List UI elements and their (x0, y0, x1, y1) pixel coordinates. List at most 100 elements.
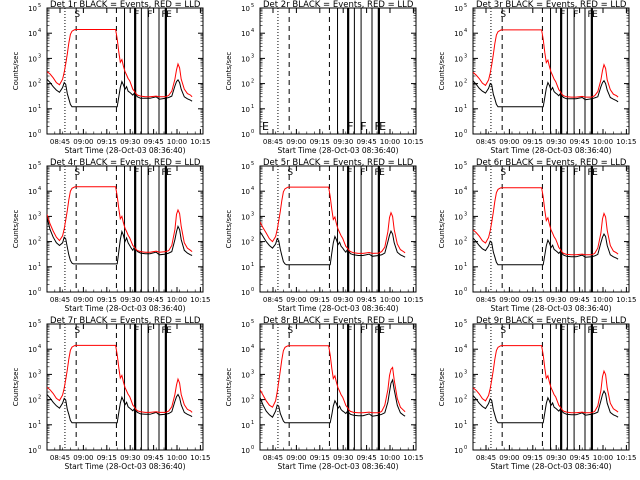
y-tick-label: 10 (241, 188, 250, 196)
y-tick-label: 10 (241, 289, 250, 297)
marker-letter-label: F (360, 120, 366, 133)
y-tick-label: 10 (28, 422, 37, 430)
y-tick-exponent: 3 (464, 53, 467, 59)
panel-title: Det 8r BLACK = Events, RED = LLD (263, 316, 414, 326)
x-tick-label: 09:30 (120, 454, 140, 462)
y-tick-exponent: 5 (464, 161, 467, 167)
y-axis-label: Counts/sec (12, 210, 20, 249)
x-tick-label: 10:15 (403, 138, 423, 146)
panel-title: Det 1r BLACK = Events, RED = LLD (50, 0, 201, 10)
x-tick-label: 09:15 (523, 138, 543, 146)
y-tick-label: 10 (241, 422, 250, 430)
lld-series-line (47, 186, 193, 253)
x-tick-label: 09:45 (357, 454, 377, 462)
y-tick-exponent: 3 (38, 369, 41, 375)
y-axis-label: Counts/sec (12, 368, 20, 407)
x-tick-label: 09:15 (523, 296, 543, 304)
y-axis-label: Counts/sec (225, 210, 233, 249)
y-tick-label: 10 (241, 55, 250, 63)
panel-title: Det 4r BLACK = Events, RED = LLD (50, 158, 201, 168)
marker-letter-label: E (379, 168, 385, 178)
marker-letter-label: E (592, 326, 598, 336)
y-tick-label: 10 (241, 81, 250, 89)
x-axis-label: Start Time (28-Oct-03 08:36:40) (277, 304, 398, 313)
y-tick-exponent: 1 (38, 262, 41, 268)
y-tick-exponent: 0 (38, 287, 41, 293)
marker-letter-label: F (587, 326, 592, 336)
y-tick-label: 10 (241, 239, 250, 247)
x-axis-label: Start Time (28-Oct-03 08:36:40) (64, 304, 185, 313)
y-axis-label: Counts/sec (225, 368, 233, 407)
y-tick-label: 10 (241, 371, 250, 379)
marker-letter-label: F (374, 120, 380, 133)
x-tick-label: 10:15 (616, 454, 636, 462)
marker-letter-label: F (147, 326, 152, 336)
y-tick-label: 10 (28, 239, 37, 247)
x-tick-label: 09:30 (333, 138, 353, 146)
x-tick-label: 10:00 (593, 296, 613, 304)
x-tick-label: 10:15 (190, 454, 210, 462)
y-tick-label: 10 (454, 30, 463, 38)
x-tick-label: 10:00 (167, 138, 187, 146)
x-tick-label: 09:00 (73, 296, 93, 304)
x-tick-label: 10:15 (616, 138, 636, 146)
marker-letter-label: F (560, 168, 565, 178)
marker-letter-label: F (347, 326, 352, 336)
panel-title: Det 7r BLACK = Events, RED = LLD (50, 316, 201, 326)
x-tick-label: 08:45 (476, 296, 496, 304)
y-tick-label: 10 (454, 264, 463, 272)
x-tick-label: 09:15 (97, 454, 117, 462)
y-tick-label: 10 (454, 422, 463, 430)
y-tick-label: 10 (454, 163, 463, 171)
x-tick-label: 09:15 (523, 454, 543, 462)
marker-letter-label: F (147, 10, 152, 20)
y-tick-exponent: 0 (38, 445, 41, 451)
events-series-line (473, 389, 619, 424)
y-tick-label: 10 (28, 213, 37, 221)
events-series-line (260, 378, 406, 424)
panel-title: Det 9r BLACK = Events, RED = LLD (476, 316, 627, 326)
x-tick-label: 09:45 (570, 454, 590, 462)
y-tick-label: 10 (454, 81, 463, 89)
x-tick-label: 09:15 (97, 138, 117, 146)
panel-title: Det 3r BLACK = Events, RED = LLD (476, 0, 627, 10)
y-tick-exponent: 1 (464, 104, 467, 110)
y-tick-label: 10 (454, 55, 463, 63)
marker-letter-label: F (161, 326, 166, 336)
y-tick-exponent: 1 (251, 104, 254, 110)
x-axis-label: Start Time (28-Oct-03 08:36:40) (490, 146, 611, 155)
x-tick-label: 09:15 (310, 454, 330, 462)
x-tick-label: 09:45 (570, 138, 590, 146)
y-tick-label: 10 (454, 188, 463, 196)
x-tick-label: 09:45 (144, 454, 164, 462)
panel-title: Det 5r BLACK = Events, RED = LLD (263, 158, 414, 168)
y-tick-label: 10 (454, 239, 463, 247)
y-tick-label: 10 (241, 131, 250, 139)
y-tick-label: 10 (28, 447, 37, 455)
marker-letter-label: E (166, 168, 172, 178)
marker-letter-label: F (134, 326, 139, 336)
y-tick-exponent: 5 (38, 319, 41, 325)
x-tick-label: 08:45 (263, 454, 283, 462)
marker-letter-label: F (560, 10, 565, 20)
y-tick-exponent: 4 (38, 344, 41, 350)
events-series-line (260, 229, 406, 266)
x-tick-label: 09:30 (333, 296, 353, 304)
marker-letter-label: F (587, 10, 592, 20)
lld-series-line (47, 29, 193, 98)
x-tick-label: 08:45 (263, 296, 283, 304)
events-series-line (47, 78, 193, 108)
y-tick-label: 10 (28, 289, 37, 297)
y-tick-label: 10 (28, 397, 37, 405)
y-tick-label: 10 (28, 131, 37, 139)
y-tick-label: 10 (28, 106, 37, 114)
x-tick-label: 09:45 (570, 296, 590, 304)
x-tick-label: 09:30 (546, 138, 566, 146)
y-tick-exponent: 4 (38, 186, 41, 192)
y-tick-exponent: 3 (251, 211, 254, 217)
marker-letter-label: E (262, 120, 269, 133)
marker-letter-label: E (166, 326, 172, 336)
